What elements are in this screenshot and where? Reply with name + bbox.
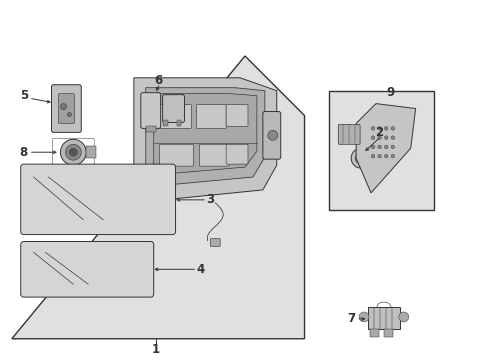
Circle shape	[67, 113, 71, 117]
FancyBboxPatch shape	[160, 144, 193, 166]
Circle shape	[390, 127, 394, 130]
Circle shape	[384, 127, 387, 130]
FancyBboxPatch shape	[141, 93, 161, 129]
FancyBboxPatch shape	[20, 164, 175, 235]
FancyBboxPatch shape	[225, 144, 247, 164]
Bar	[367, 307, 399, 329]
Circle shape	[61, 104, 66, 109]
Polygon shape	[153, 94, 256, 175]
Circle shape	[384, 145, 387, 149]
FancyBboxPatch shape	[163, 95, 184, 122]
Bar	[145, 126, 155, 132]
FancyBboxPatch shape	[51, 85, 81, 132]
Polygon shape	[12, 56, 304, 339]
Circle shape	[398, 312, 408, 322]
Bar	[86, 146, 96, 158]
Polygon shape	[355, 104, 415, 193]
Circle shape	[370, 154, 374, 158]
Circle shape	[65, 144, 81, 160]
Circle shape	[358, 312, 368, 322]
Circle shape	[69, 148, 77, 156]
FancyBboxPatch shape	[20, 242, 153, 297]
Text: 3: 3	[206, 193, 214, 206]
Circle shape	[384, 154, 387, 158]
Bar	[369, 329, 378, 337]
Text: 6: 6	[154, 74, 163, 87]
Bar	[176, 121, 181, 126]
Circle shape	[390, 154, 394, 158]
Polygon shape	[134, 78, 276, 203]
Circle shape	[377, 136, 381, 139]
FancyBboxPatch shape	[199, 144, 229, 166]
FancyBboxPatch shape	[59, 94, 74, 123]
FancyBboxPatch shape	[263, 112, 280, 159]
Bar	[163, 121, 167, 126]
Circle shape	[357, 155, 364, 161]
Circle shape	[370, 145, 374, 149]
Circle shape	[354, 152, 366, 164]
FancyBboxPatch shape	[196, 105, 225, 129]
Bar	[328, 91, 433, 210]
Circle shape	[370, 127, 374, 130]
Text: 1: 1	[151, 343, 160, 356]
Text: 8: 8	[20, 146, 28, 159]
Text: 2: 2	[374, 126, 382, 139]
Text: 5: 5	[20, 89, 28, 102]
Circle shape	[267, 130, 277, 140]
Bar	[383, 329, 392, 337]
Text: 9: 9	[386, 86, 394, 99]
Text: 7: 7	[346, 312, 354, 325]
Circle shape	[384, 136, 387, 139]
FancyBboxPatch shape	[225, 105, 247, 126]
Circle shape	[390, 145, 394, 149]
Polygon shape	[145, 88, 264, 187]
Circle shape	[377, 154, 381, 158]
Text: 4: 4	[196, 263, 204, 276]
Circle shape	[350, 148, 370, 168]
Circle shape	[61, 139, 86, 165]
Circle shape	[370, 136, 374, 139]
Circle shape	[390, 136, 394, 139]
Circle shape	[377, 145, 381, 149]
FancyBboxPatch shape	[160, 105, 191, 129]
FancyBboxPatch shape	[338, 125, 359, 144]
Circle shape	[377, 127, 381, 130]
FancyBboxPatch shape	[210, 239, 220, 247]
